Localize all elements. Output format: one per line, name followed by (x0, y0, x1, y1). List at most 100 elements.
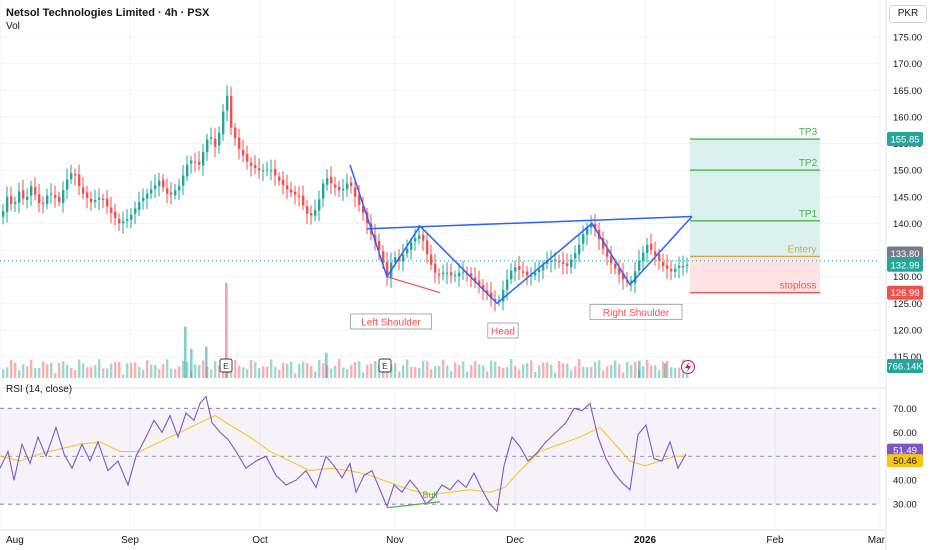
symbol-title[interactable]: Netsol Technologies Limited · 4h · PSX (6, 7, 210, 19)
candle-body (490, 292, 493, 298)
volume-bar (658, 370, 661, 378)
price-axis[interactable]: 175.00170.00165.00160.00155.00150.00145.… (887, 33, 923, 373)
target-zone[interactable] (690, 139, 820, 257)
candle-body (538, 269, 541, 273)
volume-bar (30, 360, 33, 378)
volume-bar (146, 359, 149, 378)
volume-bar (86, 367, 89, 378)
volume-bar (602, 370, 605, 378)
volume-bar (202, 360, 205, 378)
volume-bar (54, 373, 57, 378)
candle-body (290, 189, 293, 193)
stoploss-price-tag[interactable]: 126.99 (890, 288, 919, 299)
earnings-marker-label: E (223, 361, 229, 371)
volume-bar (566, 363, 569, 378)
head-and-shoulders-pattern[interactable]: Left Shoulder Head Right Shoulder (349, 164, 693, 339)
candle-body (378, 241, 381, 251)
volume-bar (522, 364, 525, 378)
candle-body (310, 213, 313, 216)
candle-body (618, 268, 621, 275)
volume-bar (94, 364, 97, 378)
current-price-tag[interactable]: 132.99 (890, 260, 919, 271)
volume-bar (182, 360, 185, 378)
volume-bar (286, 363, 289, 378)
volume-bar (578, 359, 581, 378)
time-axis[interactable]: Aug Sep Oct Nov Dec 2026 Feb Mar (6, 535, 886, 546)
volume-bar (122, 374, 125, 378)
volume-bar (38, 368, 41, 378)
volume-bar (70, 367, 73, 378)
volume-bar (618, 364, 621, 378)
volume-bar (510, 359, 513, 378)
pattern-label: Right Shoulder (603, 308, 670, 319)
candle-body (54, 194, 57, 198)
pattern-zigzag[interactable] (349, 164, 693, 305)
candle-body (282, 180, 285, 186)
price-tick-label: 120.00 (893, 325, 922, 336)
volume-bar (242, 367, 245, 378)
candle-body (138, 202, 141, 210)
volume-bar (318, 360, 321, 378)
time-tick-label: Oct (252, 535, 268, 546)
volume-bar (290, 361, 293, 378)
volume-bar (174, 368, 177, 378)
price-tick-label: 130.00 (893, 272, 922, 283)
current-volume-tag[interactable]: 766.14K (887, 362, 923, 373)
volume-bar (270, 359, 273, 378)
volume-bar (142, 369, 145, 378)
volume-bar (674, 367, 677, 378)
candle-body (22, 190, 25, 199)
volume-bar (586, 367, 589, 378)
volume-bar (606, 366, 609, 378)
volume-bar (34, 368, 37, 378)
candle-body (274, 168, 277, 176)
candle-body (194, 161, 197, 163)
price-tick-label: 145.00 (893, 192, 922, 203)
candle-body (338, 186, 341, 191)
volume-bar (210, 369, 213, 378)
volume-bar (98, 359, 101, 378)
trade-zones[interactable] (0, 138, 880, 294)
candle-body (210, 137, 213, 139)
earnings-marker[interactable] (219, 358, 233, 373)
volume-bar (614, 360, 617, 378)
volume-bar (630, 365, 633, 378)
volume-bar (74, 370, 77, 378)
rsi-ma-line (0, 414, 686, 496)
volume-bar (582, 366, 585, 378)
candle-body (318, 199, 321, 211)
candle-body (262, 170, 265, 172)
candle-body (406, 248, 409, 254)
candle-body (122, 221, 125, 224)
earnings-marker[interactable] (378, 358, 392, 373)
rsi-value-tag[interactable]: 51.49 (893, 446, 917, 457)
tp3-price-tag-bg (887, 132, 923, 147)
rsi-ma-value-tag[interactable]: 50.46 (893, 456, 917, 467)
rsi-divergence-line[interactable] (386, 501, 441, 509)
candle-body (486, 290, 489, 294)
candle-body (562, 261, 565, 264)
lightning-icon-glyph (685, 362, 691, 372)
volume-bar (494, 361, 497, 378)
currency-button[interactable]: PKR (889, 5, 927, 23)
neckline[interactable] (366, 215, 693, 230)
tp3-price-tag[interactable]: 155.85 (890, 135, 919, 146)
candle-body (234, 127, 237, 139)
entry-price-tag[interactable]: 133.80 (890, 249, 919, 260)
candle-body (154, 185, 157, 189)
candle-body (38, 194, 41, 204)
stop-zone[interactable] (690, 256, 820, 293)
rsi-line (0, 395, 687, 513)
price-divergence-line[interactable] (386, 276, 441, 294)
candle-body (46, 195, 49, 205)
volume-bar (390, 364, 393, 378)
volume-bar (462, 361, 465, 378)
volume-bar (622, 372, 625, 378)
volume-bar (338, 359, 341, 378)
candle-body (286, 185, 289, 190)
candle-body (462, 271, 465, 273)
volume-bar (6, 367, 9, 378)
